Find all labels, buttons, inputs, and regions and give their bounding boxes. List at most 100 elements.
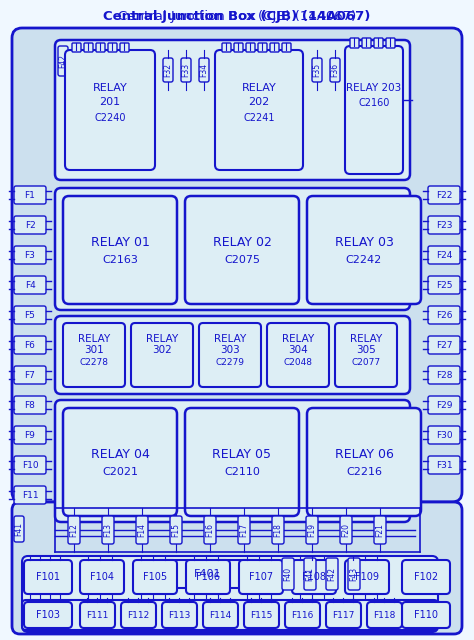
FancyBboxPatch shape	[96, 43, 105, 52]
Text: F10: F10	[22, 461, 38, 470]
FancyBboxPatch shape	[68, 516, 80, 544]
Text: F112: F112	[127, 611, 149, 620]
FancyBboxPatch shape	[12, 502, 462, 634]
Text: F1: F1	[25, 191, 36, 200]
FancyBboxPatch shape	[65, 50, 155, 170]
Text: F110: F110	[414, 610, 438, 620]
Text: F31: F31	[436, 461, 452, 470]
FancyBboxPatch shape	[170, 516, 182, 544]
Text: Central Junction Box (CJB) (14A067): Central Junction Box (CJB) (14A067)	[103, 10, 371, 22]
Text: F6: F6	[25, 340, 36, 349]
Text: F42: F42	[58, 54, 67, 68]
Text: F35: F35	[312, 63, 321, 77]
Text: C2241: C2241	[243, 113, 275, 123]
Text: F101: F101	[36, 572, 60, 582]
FancyBboxPatch shape	[203, 602, 238, 628]
FancyBboxPatch shape	[335, 323, 397, 387]
Text: F21: F21	[375, 523, 384, 537]
Text: F23: F23	[436, 221, 452, 230]
FancyBboxPatch shape	[239, 560, 283, 594]
Text: RELAY 02: RELAY 02	[212, 236, 272, 248]
FancyBboxPatch shape	[121, 602, 156, 628]
Text: F25: F25	[436, 280, 452, 289]
Text: F109: F109	[355, 572, 379, 582]
Text: RELAY 03: RELAY 03	[335, 236, 393, 248]
Text: C2110: C2110	[224, 467, 260, 477]
Text: F117: F117	[332, 611, 354, 620]
Text: RELAY: RELAY	[146, 334, 178, 344]
Text: C2021: C2021	[102, 467, 138, 477]
Text: F12: F12	[70, 523, 79, 537]
Text: F104: F104	[90, 572, 114, 582]
FancyBboxPatch shape	[428, 246, 460, 264]
FancyBboxPatch shape	[84, 43, 93, 52]
FancyBboxPatch shape	[55, 400, 410, 522]
FancyBboxPatch shape	[326, 558, 338, 590]
FancyBboxPatch shape	[306, 516, 318, 544]
FancyBboxPatch shape	[24, 602, 72, 628]
Text: C2279: C2279	[216, 358, 245, 367]
Text: Central Junction Box (CJB) (14A067): Central Junction Box (CJB) (14A067)	[118, 10, 356, 22]
Text: F113: F113	[168, 611, 190, 620]
Text: F8: F8	[25, 401, 36, 410]
FancyBboxPatch shape	[246, 43, 255, 52]
Text: F33: F33	[182, 63, 191, 77]
Text: F20: F20	[341, 523, 350, 537]
Text: F43: F43	[349, 567, 358, 581]
FancyBboxPatch shape	[304, 558, 316, 590]
Text: F17: F17	[239, 523, 248, 537]
FancyBboxPatch shape	[292, 560, 336, 594]
FancyBboxPatch shape	[345, 560, 389, 594]
FancyBboxPatch shape	[12, 28, 462, 502]
Text: F3: F3	[25, 250, 36, 259]
FancyBboxPatch shape	[204, 516, 216, 544]
Text: F116: F116	[291, 611, 313, 620]
FancyBboxPatch shape	[80, 602, 115, 628]
FancyBboxPatch shape	[428, 186, 460, 204]
FancyBboxPatch shape	[367, 602, 402, 628]
FancyBboxPatch shape	[133, 560, 177, 594]
Text: 305: 305	[356, 345, 376, 355]
FancyBboxPatch shape	[24, 560, 72, 594]
FancyBboxPatch shape	[14, 456, 46, 474]
FancyBboxPatch shape	[402, 602, 450, 628]
FancyBboxPatch shape	[428, 366, 460, 384]
FancyBboxPatch shape	[428, 306, 460, 324]
Text: 202: 202	[248, 97, 270, 107]
Text: F16: F16	[206, 523, 215, 537]
Text: F118: F118	[373, 611, 395, 620]
Text: F19: F19	[308, 523, 317, 537]
Text: F42: F42	[328, 567, 337, 581]
Text: F41: F41	[306, 567, 315, 581]
Text: F9: F9	[25, 431, 36, 440]
Text: C2278: C2278	[80, 358, 109, 367]
FancyBboxPatch shape	[307, 408, 421, 516]
FancyBboxPatch shape	[63, 196, 177, 304]
Text: F114: F114	[209, 611, 231, 620]
FancyBboxPatch shape	[428, 396, 460, 414]
FancyBboxPatch shape	[80, 560, 124, 594]
Text: F24: F24	[436, 250, 452, 259]
FancyBboxPatch shape	[162, 602, 197, 628]
Text: RELAY 01: RELAY 01	[91, 236, 149, 248]
FancyBboxPatch shape	[14, 276, 46, 294]
Text: F5: F5	[25, 310, 36, 319]
Text: 303: 303	[220, 345, 240, 355]
Text: F26: F26	[436, 310, 452, 319]
Text: F41: F41	[15, 522, 24, 536]
Text: F14: F14	[137, 523, 146, 537]
FancyBboxPatch shape	[186, 560, 230, 594]
FancyBboxPatch shape	[345, 46, 403, 174]
FancyBboxPatch shape	[14, 246, 46, 264]
FancyBboxPatch shape	[185, 408, 299, 516]
Text: F115: F115	[250, 611, 272, 620]
Text: RELAY: RELAY	[282, 334, 314, 344]
Text: F102: F102	[414, 572, 438, 582]
FancyBboxPatch shape	[58, 46, 68, 76]
Text: RELAY 203: RELAY 203	[346, 83, 401, 93]
Text: F22: F22	[436, 191, 452, 200]
FancyBboxPatch shape	[222, 43, 231, 52]
FancyBboxPatch shape	[55, 40, 410, 180]
Text: F105: F105	[143, 572, 167, 582]
Text: F111: F111	[86, 611, 108, 620]
